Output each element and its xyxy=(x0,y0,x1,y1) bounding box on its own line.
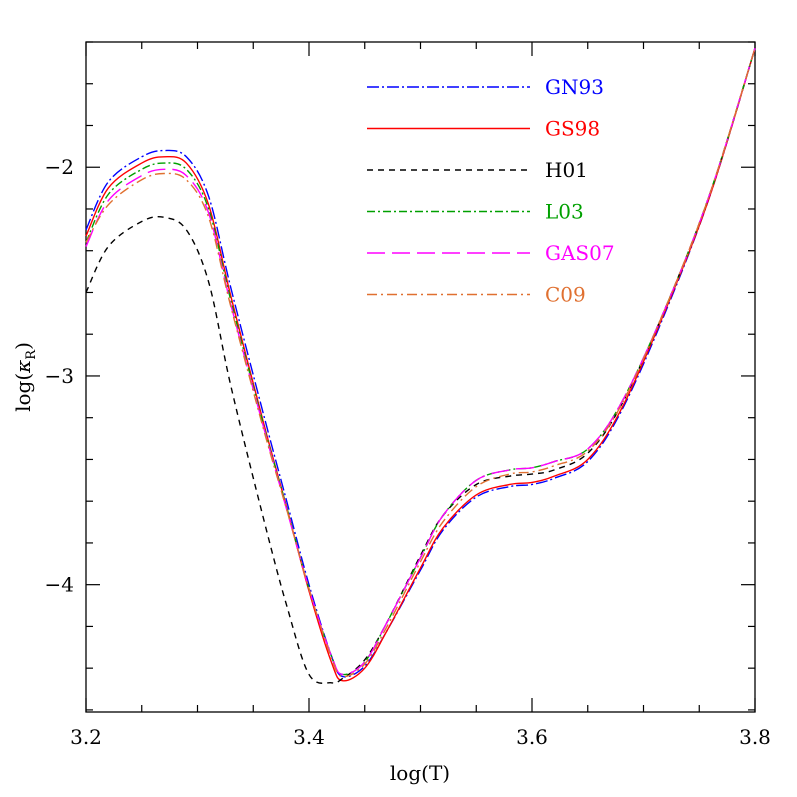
x-tick-label: 3.4 xyxy=(293,725,325,749)
legend-label: L03 xyxy=(545,200,584,224)
x-tick-label: 3.8 xyxy=(739,725,771,749)
series-lines xyxy=(85,48,756,684)
series-line-l03 xyxy=(85,48,756,676)
series-line-c09 xyxy=(85,48,756,678)
series-line-h01 xyxy=(85,48,756,684)
x-tick-label: 3.2 xyxy=(70,725,102,749)
y-tick-label: −3 xyxy=(45,364,74,388)
y-axis-label: log(κR) xyxy=(11,342,39,412)
axis-ticks: 3.2 3.4 3.6 3.8 −2 −3 −4 xyxy=(45,41,771,749)
x-axis-label: log(T) xyxy=(390,761,450,785)
legend-label: C09 xyxy=(545,283,586,307)
legend-label: GAS07 xyxy=(545,241,615,265)
y-tick-label: −2 xyxy=(45,155,74,179)
legend-label: H01 xyxy=(545,158,588,182)
series-line-gn93 xyxy=(85,48,756,678)
legend-label: GN93 xyxy=(545,75,604,99)
x-tick-label: 3.6 xyxy=(516,725,548,749)
y-tick-label: −4 xyxy=(45,573,74,597)
plot-frame xyxy=(85,41,756,713)
legend-label: GS98 xyxy=(545,117,600,141)
series-line-gs98 xyxy=(85,48,756,682)
series-line-gas07 xyxy=(85,48,756,676)
legend: GN93 GS98 H01 L03 GAS07 C09 xyxy=(367,75,615,307)
